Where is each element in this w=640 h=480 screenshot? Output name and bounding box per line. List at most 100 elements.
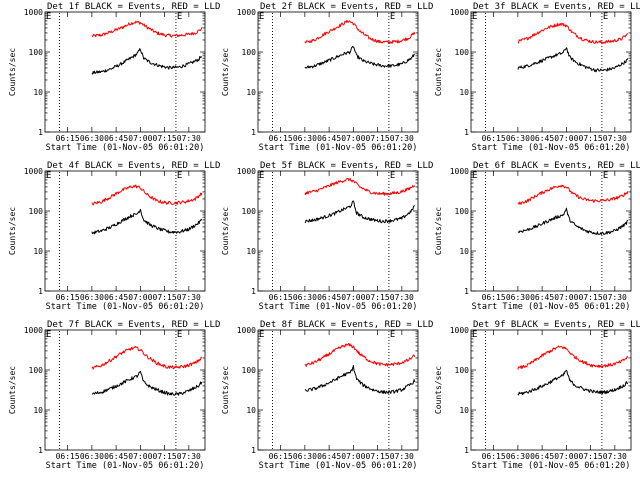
x-tick-label: 06:30 [506,452,530,461]
events-series-line [304,200,415,224]
x-tick-label: 07:30 [603,134,627,143]
x-axis-label: Start Time (01-Nov-05 06:01:20) [46,143,205,153]
detector-panel: Det 6f BLACK = Events, RED = LLD 1 10 100 10… [434,161,640,312]
x-tick-label: 07:15 [366,134,390,143]
panel-title: Det 3f BLACK = Events, RED = LLD [473,2,640,12]
plot-frame [470,11,632,133]
y-axis-label: Counts/sec [8,207,17,255]
y-axis-label: Counts/sec [434,207,443,255]
x-tick-label: 07:15 [579,452,603,461]
y-axis-label: Counts/sec [221,366,230,414]
x-tick-label: 06:30 [293,452,317,461]
flag-label: E [472,330,477,340]
flag-label: E [259,330,264,340]
x-axis-label: Start Time (01-Nov-05 06:01:20) [46,461,205,471]
x-tick-label: 06:15 [269,134,293,143]
x-tick-label: 07:15 [153,452,177,461]
x-tick-label: 06:15 [56,452,80,461]
y-axis-label: Counts/sec [434,48,443,96]
x-tick-label: 07:30 [603,452,627,461]
flag-label: E [390,12,395,22]
x-tick-label: 06:45 [530,293,554,302]
plot-frame [257,170,419,292]
x-axis-label: Start Time (01-Nov-05 06:01:20) [259,302,418,312]
plot-frame [257,329,419,451]
y-tick-label: 1000 [450,8,469,17]
x-tick-label: 06:45 [530,452,554,461]
x-axis-label: Start Time (01-Nov-05 06:01:20) [259,461,418,471]
events-series-line [517,207,628,235]
flag-label: E [603,12,608,22]
y-axis-label: Counts/sec [221,48,230,96]
detector-panel: Det 7f BLACK = Events, RED = LLD 1 10 100 10… [8,320,220,471]
y-tick-label: 1000 [237,167,256,176]
lld-series-line [91,345,203,370]
panel-title: Det 1f BLACK = Events, RED = LLD [47,2,220,12]
events-series-line [517,47,629,73]
y-tick-label: 10 [459,406,469,415]
flag-label: E [472,171,477,181]
x-tick-label: 06:45 [317,452,341,461]
x-tick-label: 06:30 [80,452,104,461]
lld-series-line [304,342,416,367]
plot-frame [470,329,632,451]
y-tick-label: 1000 [237,326,256,335]
y-tick-label: 1 [464,446,469,455]
plot-frame [470,170,632,292]
flag-label: E [472,12,477,22]
panel-title: Det 6f BLACK = Events, RED = LLD [473,161,640,171]
flag-label: E [46,171,51,181]
y-tick-label: 1 [38,287,43,296]
events-series-line [517,369,629,396]
y-tick-label: 1000 [24,326,43,335]
y-tick-label: 1 [38,446,43,455]
x-tick-label: 07:15 [366,452,390,461]
panel-title: Det 9f BLACK = Events, RED = LLD [473,320,640,330]
x-tick-label: 06:45 [104,134,128,143]
x-axis-label: Start Time (01-Nov-05 06:01:20) [46,302,205,312]
flag-label: E [390,330,395,340]
y-tick-label: 10 [246,406,256,415]
x-tick-label: 06:30 [80,134,104,143]
x-tick-label: 07:15 [153,134,177,143]
flag-label: E [603,330,608,340]
panel-title: Det 4f BLACK = Events, RED = LLD [47,161,220,171]
x-tick-label: 06:30 [506,134,530,143]
y-tick-label: 10 [459,88,469,97]
y-tick-label: 100 [455,48,470,57]
lld-series-line [517,345,629,370]
x-tick-label: 07:30 [177,134,201,143]
events-series-line [91,370,203,396]
y-tick-label: 100 [29,207,44,216]
x-tick-label: 06:15 [269,452,293,461]
detector-panel: Det 4f BLACK = Events, RED = LLD 1 10 100 10… [8,161,220,312]
y-tick-label: 10 [33,406,43,415]
x-tick-label: 06:45 [530,134,554,143]
detector-panel: Det 1f BLACK = Events, RED = LLD 1 10 100 10… [8,2,220,153]
x-tick-label: 06:15 [482,293,506,302]
y-tick-label: 100 [29,366,44,375]
y-tick-label: 1 [251,287,256,296]
y-axis-label: Counts/sec [434,366,443,414]
x-tick-label: 06:15 [56,134,80,143]
lld-series-line [91,184,203,206]
detector-panel: Det 5f BLACK = Events, RED = LLD 1 10 100 10… [221,161,433,312]
y-tick-label: 1000 [24,8,43,17]
x-tick-label: 06:15 [482,452,506,461]
x-tick-label: 07:00 [554,134,578,143]
x-tick-label: 07:00 [554,452,578,461]
x-tick-label: 07:30 [177,293,201,302]
x-tick-label: 07:00 [554,293,578,302]
y-tick-label: 10 [459,247,469,256]
x-tick-label: 07:00 [341,134,365,143]
x-tick-label: 06:30 [293,134,317,143]
plot-frame [44,329,206,451]
detector-panel: Det 3f BLACK = Events, RED = LLD 1 10 100 10… [434,2,640,153]
x-tick-label: 06:15 [269,293,293,302]
panel-title: Det 8f BLACK = Events, RED = LLD [260,320,433,330]
y-tick-label: 100 [242,366,257,375]
x-tick-label: 07:30 [177,452,201,461]
flag-label: E [46,330,51,340]
x-axis-label: Start Time (01-Nov-05 06:01:20) [472,461,631,471]
